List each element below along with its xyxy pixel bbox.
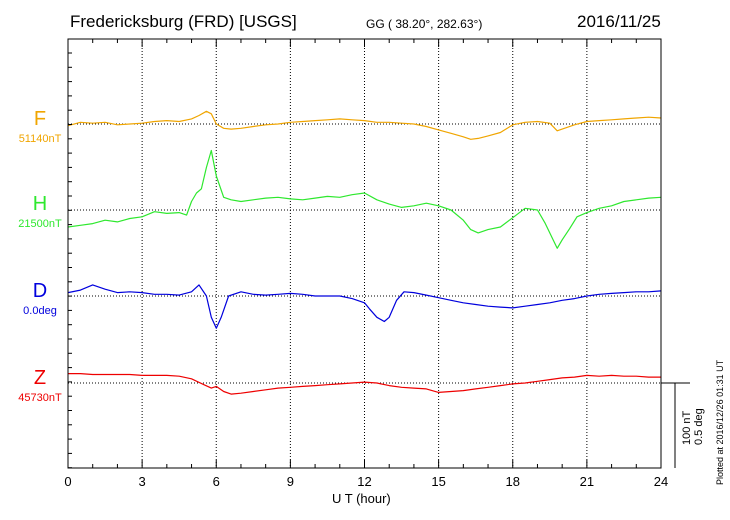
x-tick-label: 6 <box>212 474 220 489</box>
series-line-h <box>67 149 662 249</box>
plot-frame <box>67 38 662 469</box>
x-tick-label: 9 <box>286 474 294 489</box>
plotted-at-note: Plotted at 2016/12/26 01:31 UT <box>715 359 725 485</box>
component-label-d: D 0.0deg <box>12 280 68 317</box>
x-tick-label: 0 <box>64 474 72 489</box>
x-tick-label: 3 <box>138 474 146 489</box>
series-line-f <box>67 110 662 140</box>
scale-bar: 100 nT 0.5 deg <box>661 382 705 468</box>
series-line-d <box>67 284 662 329</box>
x-tick-label: 15 <box>431 474 446 489</box>
component-name: H <box>32 193 48 215</box>
x-tick-label: 18 <box>505 474 521 489</box>
component-label-h: H 21500nT <box>12 193 68 230</box>
scale-nt-label: 100 nT <box>681 410 693 445</box>
component-label-f: F 51140nT <box>12 108 68 145</box>
grid-lines <box>68 39 661 468</box>
component-name: Z <box>33 367 47 389</box>
component-name: F <box>33 108 47 130</box>
component-name: D <box>32 280 48 302</box>
component-baseline: 51140nT <box>18 133 62 145</box>
station-title: Fredericksburg (FRD) [USGS] <box>70 12 297 31</box>
series-line-z <box>68 373 661 395</box>
component-baseline: 45730nT <box>18 392 62 404</box>
scale-deg-label: 0.5 deg <box>693 408 705 445</box>
series-layer <box>67 110 662 395</box>
plot-date: 2016/11/25 <box>577 12 661 31</box>
station-coordinates: GG ( 38.20°, 282.63°) <box>366 17 483 31</box>
x-tick-label: 21 <box>579 474 595 489</box>
x-axis-label: U T (hour) <box>332 491 391 506</box>
x-tick-label: 24 <box>653 474 669 489</box>
x-tick-label: 12 <box>357 474 372 489</box>
component-label-z: Z 45730nT <box>12 367 68 404</box>
component-baseline: 0.0deg <box>23 305 57 317</box>
axis-ticks <box>67 39 662 469</box>
component-baseline: 21500nT <box>18 218 62 230</box>
